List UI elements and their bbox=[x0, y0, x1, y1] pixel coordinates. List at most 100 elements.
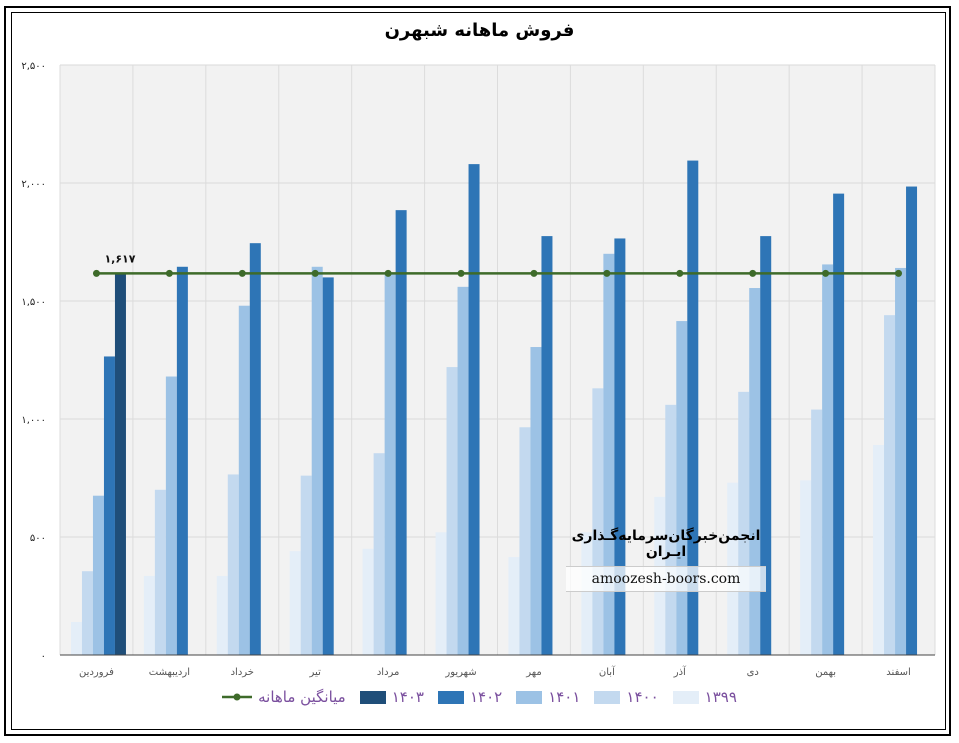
x-tick-label: بهمن bbox=[815, 667, 836, 678]
bar bbox=[760, 236, 772, 655]
bar bbox=[311, 266, 323, 655]
average-point bbox=[238, 269, 246, 277]
bar bbox=[154, 489, 166, 655]
x-tick-label: دی bbox=[747, 667, 759, 678]
average-point bbox=[749, 269, 757, 277]
bar bbox=[373, 453, 385, 655]
bar bbox=[165, 376, 177, 655]
x-tick-label: فروردین bbox=[79, 667, 114, 678]
bar bbox=[749, 288, 761, 655]
bar bbox=[581, 532, 593, 655]
legend-label: ۱۴۰۰ bbox=[626, 688, 659, 706]
bar bbox=[238, 305, 250, 655]
legend-item-average: میانگین ماهانه bbox=[222, 688, 346, 706]
x-tick-label: آبان bbox=[599, 665, 616, 678]
bar bbox=[216, 575, 228, 655]
legend-label: ۱۴۰۲ bbox=[469, 688, 503, 706]
average-point bbox=[384, 269, 392, 277]
bar bbox=[300, 475, 312, 655]
bar bbox=[884, 315, 896, 655]
legend-label: ۱۳۹۹ bbox=[704, 688, 737, 706]
bar bbox=[906, 186, 918, 656]
legend-item: ۱۴۰۱ bbox=[516, 688, 580, 706]
bar bbox=[92, 495, 104, 655]
bar bbox=[457, 286, 469, 655]
x-tick-label: اردیبهشت bbox=[149, 667, 190, 678]
average-point bbox=[676, 269, 684, 277]
bar bbox=[446, 367, 458, 655]
legend-swatch bbox=[594, 690, 621, 704]
legend-item: ۱۳۹۹ bbox=[672, 688, 737, 706]
bar bbox=[738, 391, 750, 655]
legend-label: ۱۴۰۳ bbox=[391, 688, 424, 706]
bar bbox=[322, 277, 334, 655]
legend-label: میانگین ماهانه bbox=[258, 688, 346, 706]
x-tick-label: آذر bbox=[673, 665, 687, 678]
watermark-title: انجمن‌خبرگان‌سرمایه‌گـذاری ایـران bbox=[571, 528, 761, 560]
legend-swatch bbox=[359, 690, 386, 704]
bar bbox=[811, 409, 823, 655]
bar bbox=[176, 266, 188, 655]
watermark-url: amoozesh-boors.com bbox=[566, 566, 766, 592]
x-tick-label: مرداد bbox=[377, 667, 400, 678]
legend-item: ۱۴۰۳ bbox=[359, 688, 424, 706]
bar bbox=[873, 444, 885, 655]
bar bbox=[592, 388, 604, 655]
outer-frame bbox=[4, 6, 951, 736]
legend-swatch bbox=[672, 690, 699, 704]
bar bbox=[800, 480, 812, 655]
bar bbox=[665, 404, 677, 655]
x-tick-label: خرداد bbox=[231, 667, 254, 678]
bar bbox=[114, 273, 126, 655]
bar bbox=[384, 273, 396, 655]
bar bbox=[833, 193, 845, 655]
legend-item: ۱۴۰۲ bbox=[437, 688, 503, 706]
bar bbox=[227, 474, 239, 655]
bar bbox=[541, 236, 553, 655]
bar bbox=[435, 532, 447, 655]
average-point bbox=[457, 269, 465, 277]
average-point bbox=[895, 269, 903, 277]
x-tick-label: مهر bbox=[525, 667, 541, 678]
y-tick-label: ۲,۰۰۰ bbox=[21, 179, 46, 190]
bar bbox=[395, 210, 407, 655]
bar bbox=[530, 347, 542, 655]
bar bbox=[249, 243, 261, 655]
x-tick-label: شهریور bbox=[444, 667, 476, 678]
average-point bbox=[311, 269, 319, 277]
bar bbox=[519, 427, 531, 655]
chart-title: فروش ماهانه شبهرن bbox=[384, 20, 575, 41]
bar bbox=[676, 321, 688, 655]
y-tick-label: ۱,۰۰۰ bbox=[21, 415, 46, 426]
bar bbox=[614, 238, 626, 655]
average-point bbox=[822, 269, 830, 277]
inner-frame bbox=[11, 12, 946, 730]
legend: ۱۳۹۹ ۱۴۰۰ ۱۴۰۱ ۱۴۰۲ ۱۴۰۳ میانگین ماهانه bbox=[0, 688, 959, 706]
watermark: انجمن‌خبرگان‌سرمایه‌گـذاری ایـران amooze… bbox=[566, 528, 766, 592]
average-point bbox=[92, 269, 100, 277]
legend-label: ۱۴۰۱ bbox=[548, 688, 581, 706]
average-point bbox=[165, 269, 173, 277]
bar bbox=[70, 621, 82, 655]
legend-swatch bbox=[437, 690, 464, 704]
y-tick-label: ۰ bbox=[41, 651, 46, 662]
bar bbox=[603, 253, 615, 656]
bar bbox=[289, 551, 301, 655]
bar bbox=[822, 264, 834, 655]
bar bbox=[468, 164, 480, 655]
x-tick-label: تیر bbox=[309, 667, 322, 678]
average-data-label: ۱,۶۱۷ bbox=[104, 252, 135, 265]
bar bbox=[81, 571, 93, 655]
y-tick-label: ۵۰۰ bbox=[30, 533, 46, 544]
average-point bbox=[603, 269, 611, 277]
average-point bbox=[530, 269, 538, 277]
bar bbox=[508, 557, 520, 655]
legend-line-swatch bbox=[222, 693, 253, 701]
y-tick-label: ۲,۵۰۰ bbox=[21, 61, 46, 72]
x-tick-label: اسفند bbox=[886, 667, 910, 678]
bar bbox=[895, 267, 907, 655]
legend-swatch bbox=[516, 690, 543, 704]
bar bbox=[687, 160, 699, 655]
bar bbox=[103, 356, 115, 655]
